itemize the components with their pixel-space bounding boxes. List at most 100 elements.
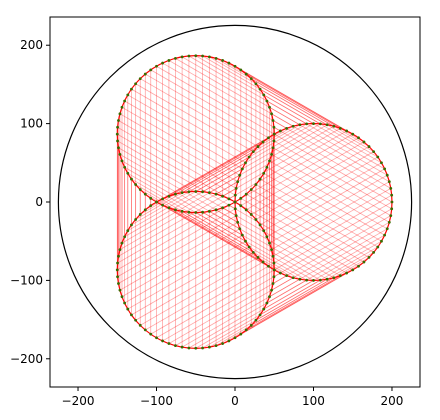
circle-point xyxy=(271,119,275,122)
circle-point xyxy=(249,188,253,191)
circle-point xyxy=(272,268,276,272)
construction-line xyxy=(259,178,378,248)
circle-point xyxy=(389,186,393,190)
circle-point xyxy=(271,282,275,285)
y-tick-label: 200 xyxy=(20,38,43,52)
circle-point xyxy=(116,275,119,279)
construction-line xyxy=(251,146,370,215)
construction-line xyxy=(246,261,365,331)
circle-point xyxy=(239,68,243,72)
construction-line xyxy=(271,181,390,250)
construction-line xyxy=(222,275,341,344)
circle-point xyxy=(180,209,184,213)
construction-line xyxy=(119,154,238,223)
circle-point xyxy=(194,211,198,214)
circle-point xyxy=(262,229,266,233)
circle-point xyxy=(270,112,273,116)
construction-line xyxy=(168,275,287,344)
circle-point xyxy=(221,206,225,210)
construction-line xyxy=(271,221,390,291)
circle-point xyxy=(238,227,242,231)
circle-point xyxy=(357,136,360,140)
construction-line xyxy=(273,140,392,210)
construction-line xyxy=(119,221,238,291)
circle-point xyxy=(244,239,247,243)
circle-point xyxy=(367,256,371,259)
circle-point xyxy=(345,271,349,275)
construction-line xyxy=(175,125,294,195)
circle-point xyxy=(227,61,231,65)
circle-point xyxy=(383,167,387,171)
circle-point xyxy=(268,241,271,245)
circle-point xyxy=(227,203,231,207)
circle-point xyxy=(251,150,255,154)
circle-point xyxy=(134,318,138,322)
construction-line xyxy=(121,160,240,230)
construction-line xyxy=(263,94,382,164)
construction-line xyxy=(215,125,335,195)
circle-point xyxy=(254,218,258,221)
circle-point xyxy=(155,200,158,204)
circle-point xyxy=(272,261,276,265)
construction-line xyxy=(162,272,281,342)
circle-point xyxy=(214,192,218,196)
construction-line xyxy=(273,126,392,196)
circle-point xyxy=(272,139,276,143)
circle-point xyxy=(194,190,198,193)
circle-point xyxy=(155,64,158,68)
circle-point xyxy=(312,278,315,282)
construction-line xyxy=(127,162,246,232)
construction-line xyxy=(259,88,378,158)
construction-line xyxy=(118,215,237,284)
circle-point xyxy=(268,105,271,109)
construction-line xyxy=(195,280,314,349)
circle-point xyxy=(383,233,387,237)
circle-point xyxy=(332,276,336,280)
circle-point xyxy=(380,161,383,165)
construction-line xyxy=(118,120,237,189)
circle-point xyxy=(262,171,266,175)
construction-line xyxy=(162,204,281,274)
construction-line xyxy=(255,151,374,220)
construction-line xyxy=(145,193,264,263)
circle-point xyxy=(270,153,273,156)
circle-point xyxy=(239,332,243,336)
circle-point xyxy=(258,87,262,91)
construction-line xyxy=(135,252,254,321)
construction-line xyxy=(121,228,240,298)
x-tick-label: 100 xyxy=(302,394,325,408)
construction-line xyxy=(251,78,370,147)
construction-line xyxy=(175,277,294,346)
x-tick-label: −100 xyxy=(140,394,173,408)
circle-point xyxy=(233,207,237,211)
construction-line xyxy=(168,207,287,277)
circle-point xyxy=(233,336,237,340)
circle-point xyxy=(155,336,158,340)
construction-line xyxy=(228,272,347,342)
circle-point xyxy=(143,208,147,212)
circle-point xyxy=(123,235,127,239)
construction-line xyxy=(124,234,243,304)
circle-point xyxy=(134,82,138,86)
circle-point xyxy=(265,235,269,239)
circle-point xyxy=(372,250,376,254)
circle-point xyxy=(174,192,177,196)
circle-point xyxy=(194,54,198,58)
circle-point xyxy=(262,93,266,97)
circle-point xyxy=(305,122,309,126)
circle-point xyxy=(167,206,171,210)
construction-line xyxy=(140,257,259,326)
circle-point xyxy=(138,188,142,191)
construction-line xyxy=(131,246,250,316)
construction-line xyxy=(175,209,294,279)
circle-point xyxy=(385,227,389,231)
construction-line xyxy=(259,246,378,316)
circle-point xyxy=(268,159,271,163)
circle-point xyxy=(271,146,275,150)
circle-point xyxy=(134,218,138,221)
construction-line xyxy=(150,69,269,139)
construction-line xyxy=(156,201,275,271)
construction-line xyxy=(188,211,307,281)
circle-point xyxy=(201,210,204,214)
construction-line xyxy=(263,172,382,242)
